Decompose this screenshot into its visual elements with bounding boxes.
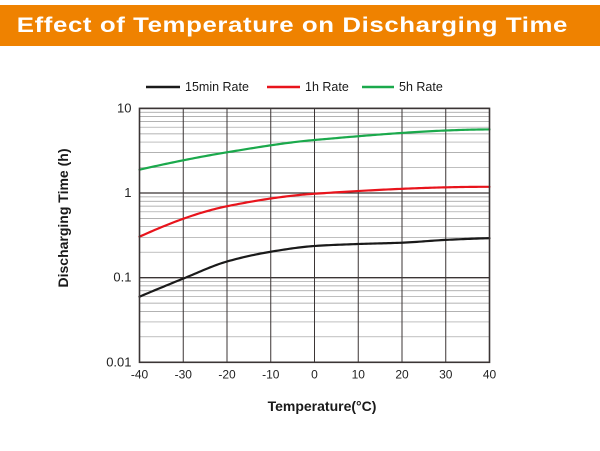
svg-text:5h Rate: 5h Rate <box>399 80 443 94</box>
svg-text:0.01: 0.01 <box>106 354 131 369</box>
svg-text:1h Rate: 1h Rate <box>305 80 349 94</box>
svg-text:-10: -10 <box>262 367 280 381</box>
svg-text:10: 10 <box>352 367 366 381</box>
svg-text:0: 0 <box>311 367 318 381</box>
svg-text:0.1: 0.1 <box>113 270 131 285</box>
svg-text:10: 10 <box>117 100 131 115</box>
svg-text:-20: -20 <box>218 367 236 381</box>
svg-text:15min Rate: 15min Rate <box>185 80 249 94</box>
svg-text:40: 40 <box>483 367 497 381</box>
svg-text:30: 30 <box>439 367 453 381</box>
svg-text:-30: -30 <box>175 367 193 381</box>
svg-text:1: 1 <box>124 185 131 200</box>
svg-text:20: 20 <box>395 367 409 381</box>
svg-text:-40: -40 <box>131 367 149 381</box>
